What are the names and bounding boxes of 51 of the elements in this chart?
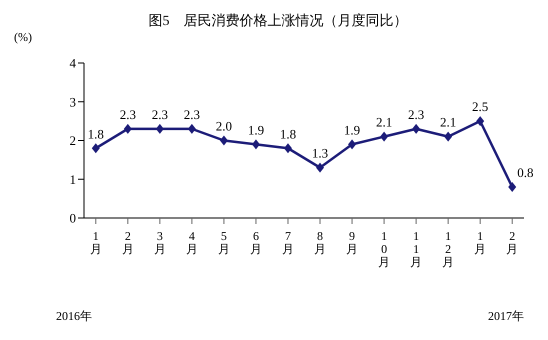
point — [348, 139, 356, 150]
point — [188, 124, 196, 134]
chart-title: 图5 居民消费价格上涨情况（月度同比） — [148, 12, 408, 30]
data-label: 2.1 — [376, 114, 392, 130]
x-tick-label: 3月 — [154, 229, 166, 256]
text: 2016年 — [56, 308, 92, 325]
y-tick-label: 2 — [70, 133, 76, 148]
point — [380, 132, 388, 142]
x-tick-label: 2月 — [506, 229, 518, 256]
data-label: 2.3 — [408, 106, 424, 122]
y-axis-title: (%) — [14, 30, 32, 45]
point — [156, 124, 164, 134]
data-label: 2.0 — [216, 118, 232, 134]
point — [284, 143, 292, 154]
data-label: 2.3 — [152, 106, 168, 122]
x-tick-label: 2月 — [122, 229, 134, 256]
data-label: 1.9 — [344, 122, 360, 138]
x-tick-label: 9月 — [346, 229, 358, 256]
data-label: 2.3 — [120, 106, 136, 122]
y-tick-label: 1 — [70, 172, 76, 187]
data-label: 1.8 — [280, 126, 296, 142]
point — [220, 136, 228, 146]
x-tick-label: 4月 — [186, 229, 198, 256]
text: 2017年 — [488, 308, 524, 325]
x-tick-label: 6月 — [250, 229, 262, 256]
data-label: 1.3 — [312, 146, 328, 161]
point — [476, 116, 484, 126]
x-tick-label: 5月 — [218, 229, 230, 256]
point — [316, 162, 324, 173]
x-tick-label: 8月 — [314, 229, 326, 256]
x-tick-label: 7月 — [282, 229, 294, 256]
point — [444, 132, 452, 142]
point — [412, 124, 420, 134]
point — [252, 139, 260, 150]
x-tick-label: 12月 — [442, 229, 454, 269]
x-tick-label: 1月 — [474, 229, 486, 256]
x-tick-label: 1月 — [90, 229, 102, 256]
data-label: 2.1 — [440, 114, 456, 130]
x-tick-label: 11月 — [410, 229, 422, 269]
data-label: 1.9 — [248, 122, 264, 138]
y-tick-label: 0 — [70, 210, 76, 226]
y-tick-label: 3 — [70, 94, 76, 110]
y-tick-label: 4 — [70, 56, 76, 71]
data-label: 0.8 — [517, 165, 534, 180]
point — [508, 182, 516, 192]
data-label: 1.8 — [88, 126, 104, 142]
x-tick-label: 10月 — [378, 229, 390, 269]
data-label: 2.5 — [472, 99, 488, 114]
data-label: 2.3 — [184, 106, 200, 122]
point — [124, 124, 132, 134]
point — [92, 143, 100, 154]
